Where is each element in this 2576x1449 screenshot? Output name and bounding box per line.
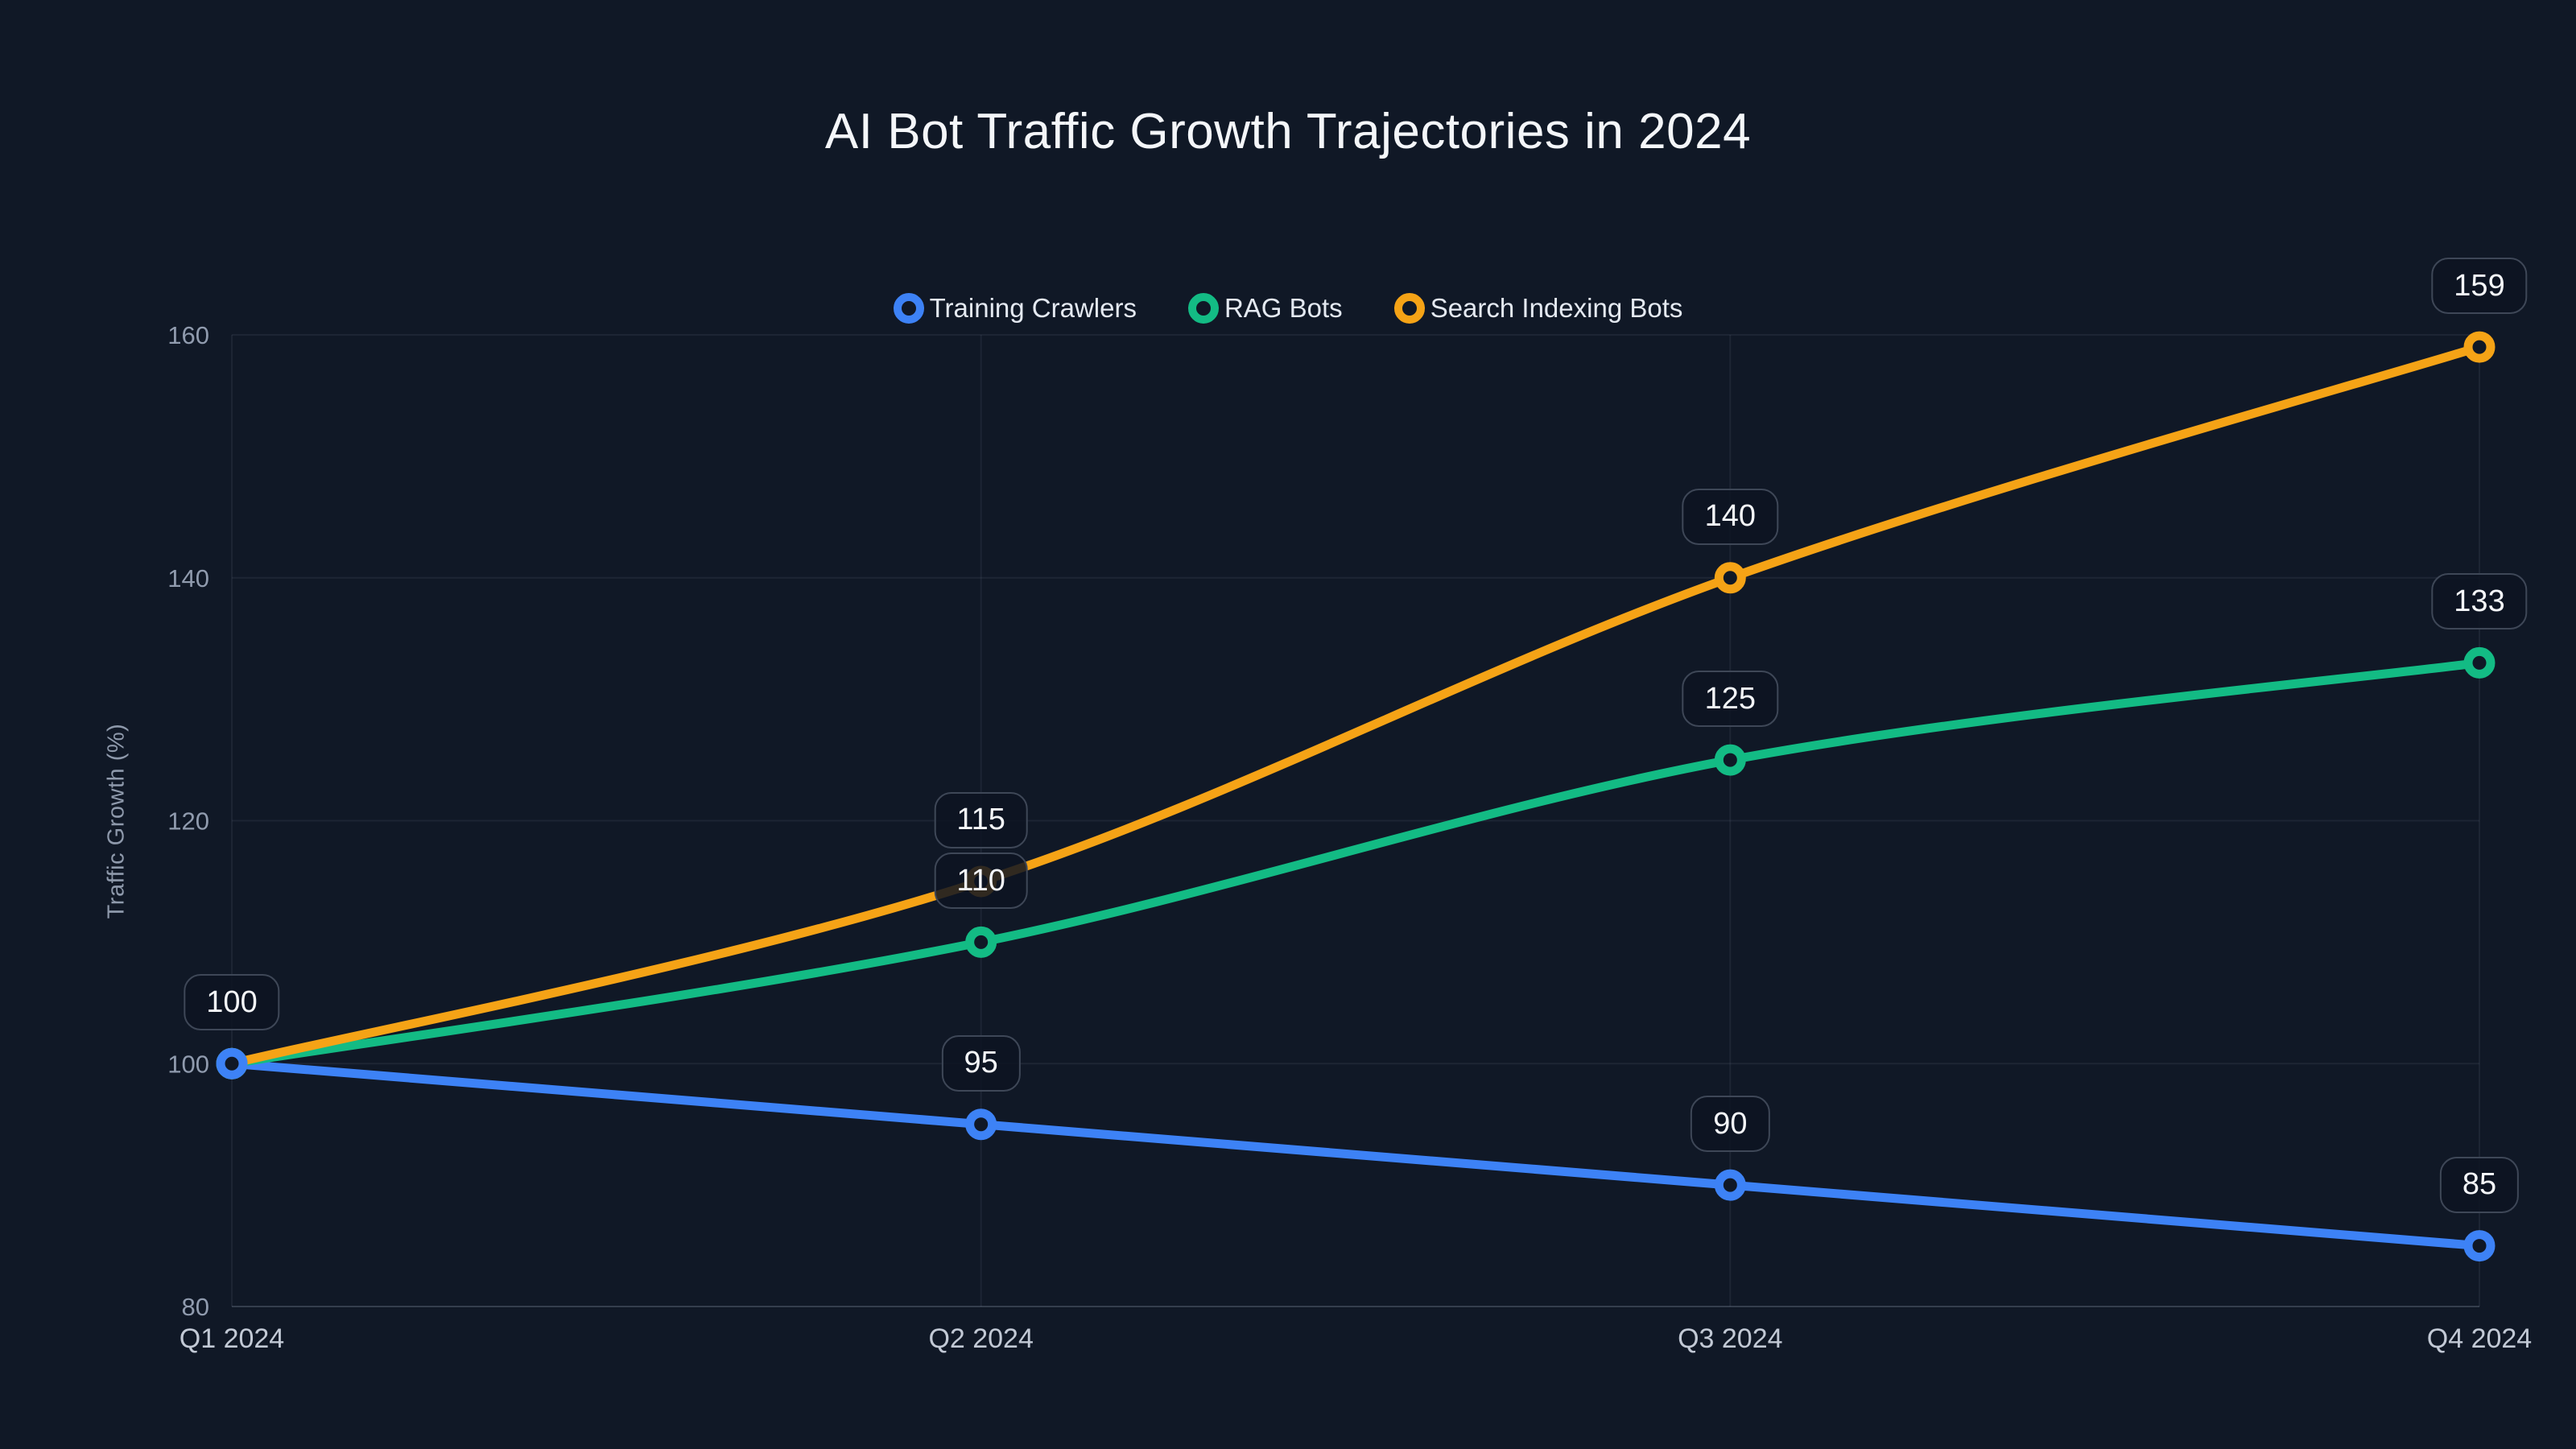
series-line-rag-bots <box>227 658 2484 1068</box>
legend-item-training-crawlers[interactable]: Training Crawlers <box>893 293 1137 324</box>
y-axis-title: Traffic Growth (%) <box>103 723 130 919</box>
data-point-training-crawlers[interactable] <box>965 1108 997 1141</box>
y-tick-label: 120 <box>167 807 209 836</box>
series-line-search-indexing-bots <box>227 342 2484 1068</box>
data-point-search-indexing-bots[interactable] <box>1714 562 1746 594</box>
data-point-training-crawlers[interactable] <box>1714 1169 1746 1201</box>
series-line-training-crawlers <box>227 1059 2484 1251</box>
data-point-search-indexing-bots[interactable] <box>2463 331 2496 363</box>
chart-title: AI Bot Traffic Growth Trajectories in 20… <box>824 104 1752 159</box>
legend-label: Search Indexing Bots <box>1430 293 1683 323</box>
data-point-rag-bots[interactable] <box>965 926 997 958</box>
data-point-rag-bots[interactable] <box>1714 744 1746 776</box>
legend-item-search-indexing-bots[interactable]: Search Indexing Bots <box>1393 293 1683 324</box>
data-point-rag-bots[interactable] <box>2463 646 2496 679</box>
legend-item-rag-bots[interactable]: RAG Bots <box>1187 293 1343 324</box>
y-tick-label: 140 <box>167 564 209 592</box>
data-point-search-indexing-bots[interactable] <box>965 865 997 898</box>
y-tick-label: 80 <box>182 1293 209 1321</box>
legend-marker-icon <box>1393 293 1425 324</box>
y-tick-label: 100 <box>167 1050 209 1078</box>
legend-label: RAG Bots <box>1224 293 1343 323</box>
y-tick-label: 160 <box>167 321 209 349</box>
data-point-training-crawlers[interactable] <box>216 1047 248 1080</box>
x-tick-label: Q4 2024 <box>2427 1323 2532 1354</box>
legend-marker-icon <box>1187 293 1219 324</box>
legend-marker-icon <box>893 293 924 324</box>
x-tick-label: Q3 2024 <box>1678 1323 1782 1354</box>
legend-label: Training Crawlers <box>929 293 1137 323</box>
x-tick-label: Q2 2024 <box>928 1323 1033 1354</box>
data-point-training-crawlers[interactable] <box>2463 1230 2496 1262</box>
x-tick-label: Q1 2024 <box>180 1323 284 1354</box>
legend: Training Crawlers RAG Bots Search Indexing… <box>0 287 2576 330</box>
